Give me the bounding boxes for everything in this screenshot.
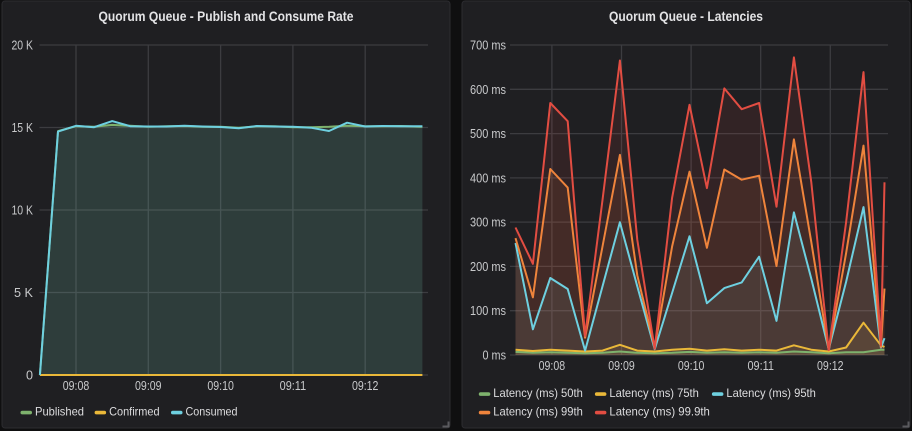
svg-text:09:12: 09:12 [352,379,379,393]
svg-text:700 ms: 700 ms [470,39,506,53]
svg-text:Quorum Queue - Publish and Con: Quorum Queue - Publish and Consume Rate [99,9,354,24]
svg-text:10 K: 10 K [12,204,34,218]
svg-text:0: 0 [26,369,33,383]
svg-text:09:08: 09:08 [63,379,90,393]
svg-text:09:11: 09:11 [280,379,307,393]
svg-text:300 ms: 300 ms [470,216,506,230]
svg-text:100 ms: 100 ms [470,304,506,318]
svg-text:500 ms: 500 ms [470,127,506,141]
svg-text:09:09: 09:09 [135,379,162,393]
svg-text:09:10: 09:10 [207,379,234,393]
svg-text:0 ms: 0 ms [483,349,507,363]
svg-text:Consumed: Consumed [186,405,238,419]
svg-text:20 K: 20 K [12,39,34,53]
svg-text:Published: Published [35,405,84,419]
svg-text:09:08: 09:08 [539,359,566,373]
svg-text:Latency (ms) 75th: Latency (ms) 75th [609,386,699,400]
svg-text:09:09: 09:09 [608,359,635,373]
svg-text:600 ms: 600 ms [470,83,506,97]
svg-text:09:10: 09:10 [678,359,705,373]
svg-text:Confirmed: Confirmed [109,405,160,419]
svg-text:Latency (ms) 95th: Latency (ms) 95th [726,386,816,400]
svg-text:400 ms: 400 ms [470,171,506,185]
svg-text:Latency (ms) 50th: Latency (ms) 50th [493,386,583,400]
svg-text:09:12: 09:12 [817,359,844,373]
svg-text:5 K: 5 K [14,286,34,300]
svg-text:200 ms: 200 ms [470,260,506,274]
svg-text:Latency (ms) 99th: Latency (ms) 99th [493,405,583,419]
svg-text:15 K: 15 K [12,121,34,135]
svg-text:Quorum Queue - Latencies: Quorum Queue - Latencies [609,9,763,24]
svg-text:09:11: 09:11 [747,359,774,373]
svg-text:Latency (ms) 99.9th: Latency (ms) 99.9th [609,405,710,419]
